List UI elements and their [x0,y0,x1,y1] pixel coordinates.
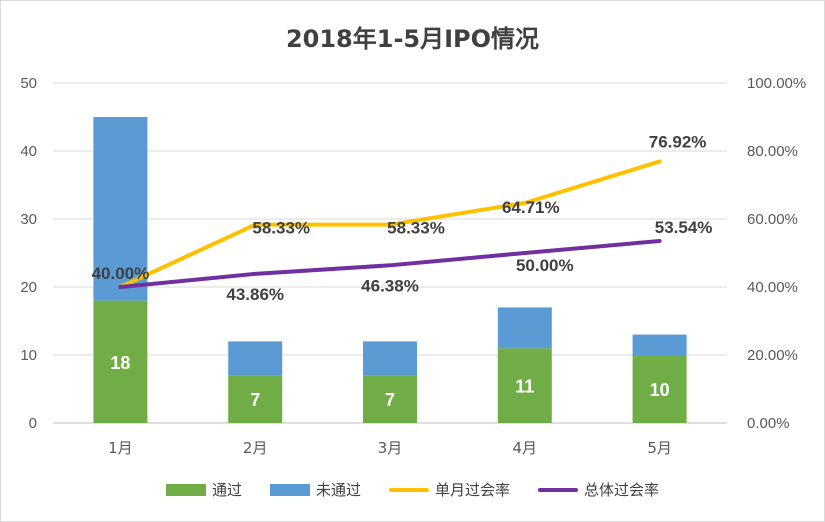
left-axis-tick-label: 50 [20,75,37,92]
bar-passed [632,355,687,423]
chart-legend: 通过 未通过 单月过会率 总体过会率 [1,479,824,500]
legend-item: 单月过会率 [389,479,510,500]
bar-passed [228,375,283,423]
legend-item: 总体过会率 [538,479,659,500]
line-overall-pass-rate [118,238,662,289]
legend-swatch [165,483,206,496]
legend-label: 未通过 [315,481,361,499]
line-monthly-data-label: 58.33% [252,219,310,238]
right-axis-tick-label: 0.00% [747,415,790,432]
line-overall-data-label: 50.00% [516,256,574,275]
left-axis-tick-label: 30 [20,211,37,228]
line-monthly-data-label: 58.33% [387,219,445,238]
legend-item: 未通过 [269,479,361,500]
right-axis-tick-label: 20.00% [747,347,798,364]
legend-swatch [269,483,310,496]
line-monthly-data-label: 64.71% [502,198,560,217]
x-axis-tick-label: 2月 [243,439,268,457]
chart-plot-area: 0 0.00% 10 20.00% 20 40.00% 30 60.00% 40 80.00% 50… [20,75,806,457]
left-axis-tick-label: 40 [20,143,37,160]
left-axis-tick-label: 20 [20,279,37,296]
bar-passed-data-label: 10 [650,380,670,400]
bar-failed [497,307,552,349]
legend-swatch [538,487,579,492]
bar-failed [228,341,283,376]
left-axis-tick-label: 0 [29,415,37,432]
bar-failed [93,117,148,301]
bar-passed-data-label: 18 [110,353,130,373]
bar-failed [632,334,687,355]
legend-label: 总体过会率 [584,481,660,499]
legend-label: 通过 [211,481,242,499]
line-monthly-pass-rate [118,159,662,289]
right-axis-tick-label: 80.00% [747,143,798,160]
line-overall-data-label: 53.54% [655,218,713,237]
bar-passed-data-label: 7 [250,390,260,410]
x-axis-tick-label: 1月 [108,439,133,457]
line-overall-data-label: 43.86% [226,285,284,304]
x-axis-tick-label: 5月 [647,439,672,457]
x-axis-tick-label: 3月 [378,439,403,457]
bar-passed [497,348,552,423]
bar-failed [363,341,417,376]
line-monthly-data-label: 76.92% [649,132,707,151]
line-overall-data-label: 40.00% [92,264,150,283]
legend-swatch [389,487,429,492]
bar-passed [93,300,148,423]
right-axis-tick-label: 40.00% [747,279,798,296]
line-overall-data-label: 46.38% [361,276,419,295]
bar-passed-data-label: 11 [515,377,534,397]
right-axis-tick-label: 60.00% [747,211,798,228]
left-axis-tick-label: 10 [20,347,37,364]
x-axis-tick-label: 4月 [513,439,538,457]
bar-passed [363,375,417,423]
right-axis-tick-label: 100.00% [747,75,806,92]
legend-item: 通过 [165,479,242,500]
legend-label: 单月过会率 [435,481,511,499]
bar-passed-data-label: 7 [385,390,395,410]
chart-title: 2018年1-5月IPO情况 [285,25,540,53]
